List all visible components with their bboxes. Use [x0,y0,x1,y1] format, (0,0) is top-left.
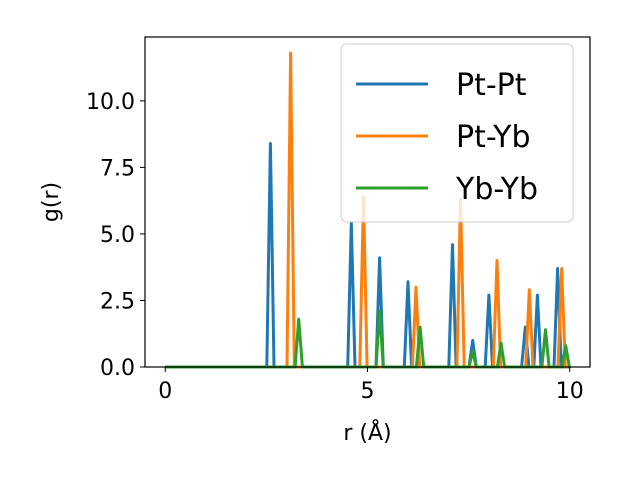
x-tick-label: 0 [158,379,172,404]
ticks: 0 5 10 0.0 2.5 5.0 7.5 10.0 [86,90,584,404]
y-tick-label: 10.0 [86,90,135,115]
x-tick-label: 5 [361,379,375,404]
x-tick-label: 10 [556,379,584,404]
y-tick-label: 5.0 [100,223,135,248]
x-axis-label: r (Å) [343,419,391,446]
y-tick-label: 0.0 [100,356,135,381]
legend-box [340,43,574,223]
legend-label: Yb-Yb [455,172,538,207]
y-tick-label: 7.5 [100,156,135,181]
legend-label: Pt-Yb [456,120,531,155]
y-axis-label: g(r) [39,182,64,222]
legend: Pt-Pt Pt-Yb Yb-Yb [340,43,574,223]
y-tick-label: 2.5 [100,289,135,314]
legend-label: Pt-Pt [456,68,527,103]
